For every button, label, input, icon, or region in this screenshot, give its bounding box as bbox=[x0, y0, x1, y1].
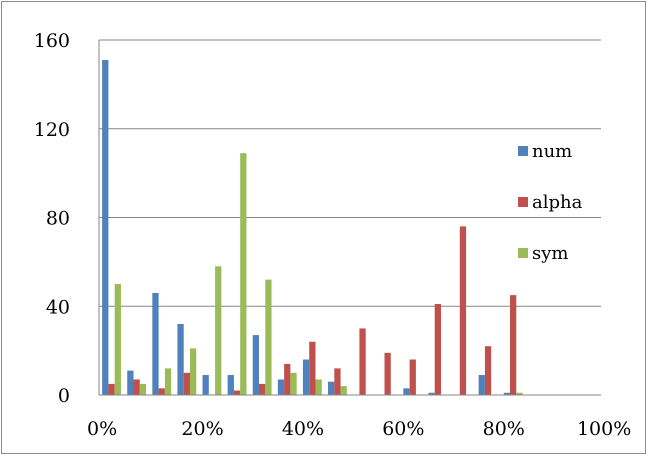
bar-alpha bbox=[359, 328, 365, 395]
bar-sym bbox=[240, 153, 246, 395]
y-tick-label: 40 bbox=[46, 296, 70, 318]
x-tick-label: 20% bbox=[181, 418, 223, 440]
bar-sym bbox=[115, 284, 121, 395]
legend: num alpha sym bbox=[518, 141, 583, 264]
bar-alpha bbox=[435, 304, 441, 395]
legend-label-num: num bbox=[532, 141, 572, 162]
gridlines bbox=[99, 40, 601, 306]
bar-sym bbox=[140, 384, 146, 395]
bar-alpha bbox=[385, 353, 391, 395]
x-tick-label: 60% bbox=[382, 418, 424, 440]
legend-label-sym: sym bbox=[532, 243, 568, 264]
bar-sym bbox=[341, 386, 347, 395]
bar-num bbox=[152, 293, 158, 395]
bar-alpha bbox=[309, 342, 315, 395]
y-tick-label: 80 bbox=[46, 208, 70, 230]
bar-alpha bbox=[259, 384, 265, 395]
bar-sym bbox=[265, 280, 271, 395]
y-axis: 0 40 80 120 160 bbox=[34, 30, 99, 407]
bar-sym bbox=[165, 368, 171, 395]
bar-alpha bbox=[284, 364, 290, 395]
x-tick-label: 100% bbox=[577, 418, 631, 440]
y-tick-label: 0 bbox=[58, 385, 70, 407]
bar-alpha bbox=[134, 379, 140, 395]
bar-alpha bbox=[159, 388, 165, 395]
bar-num bbox=[127, 371, 133, 395]
x-tick-label: 80% bbox=[483, 418, 525, 440]
bar-sym bbox=[315, 379, 321, 395]
bar-num bbox=[203, 375, 209, 395]
bars bbox=[102, 60, 522, 395]
x-tick-label: 0% bbox=[87, 418, 117, 440]
bar-alpha bbox=[410, 360, 416, 396]
bar-num bbox=[328, 382, 334, 395]
legend-label-alpha: alpha bbox=[532, 192, 583, 213]
bar-num bbox=[403, 388, 409, 395]
bar-num bbox=[228, 375, 234, 395]
x-tick-label: 40% bbox=[282, 418, 324, 440]
bar-alpha bbox=[334, 368, 340, 395]
bar-alpha bbox=[485, 346, 491, 395]
bar-alpha bbox=[234, 391, 240, 395]
legend-swatch-alpha bbox=[518, 197, 528, 207]
bar-num bbox=[278, 379, 284, 395]
y-tick-label: 160 bbox=[34, 30, 70, 52]
bar-num bbox=[177, 324, 183, 395]
bar-num bbox=[479, 375, 485, 395]
y-tick-label: 120 bbox=[34, 119, 70, 141]
bar-alpha bbox=[184, 373, 190, 395]
bar-num bbox=[253, 335, 259, 395]
bar-sym bbox=[190, 348, 196, 395]
bar-alpha bbox=[510, 295, 516, 395]
bar-num bbox=[102, 60, 108, 395]
bar-sym bbox=[215, 266, 221, 395]
bar-alpha bbox=[108, 384, 114, 395]
bar-num bbox=[303, 360, 309, 396]
legend-swatch-num bbox=[518, 146, 528, 156]
x-axis: 0% 20% 40% 60% 80% 100% bbox=[87, 395, 631, 440]
legend-swatch-sym bbox=[518, 248, 528, 258]
bar-sym bbox=[290, 373, 296, 395]
bar-alpha bbox=[460, 226, 466, 395]
